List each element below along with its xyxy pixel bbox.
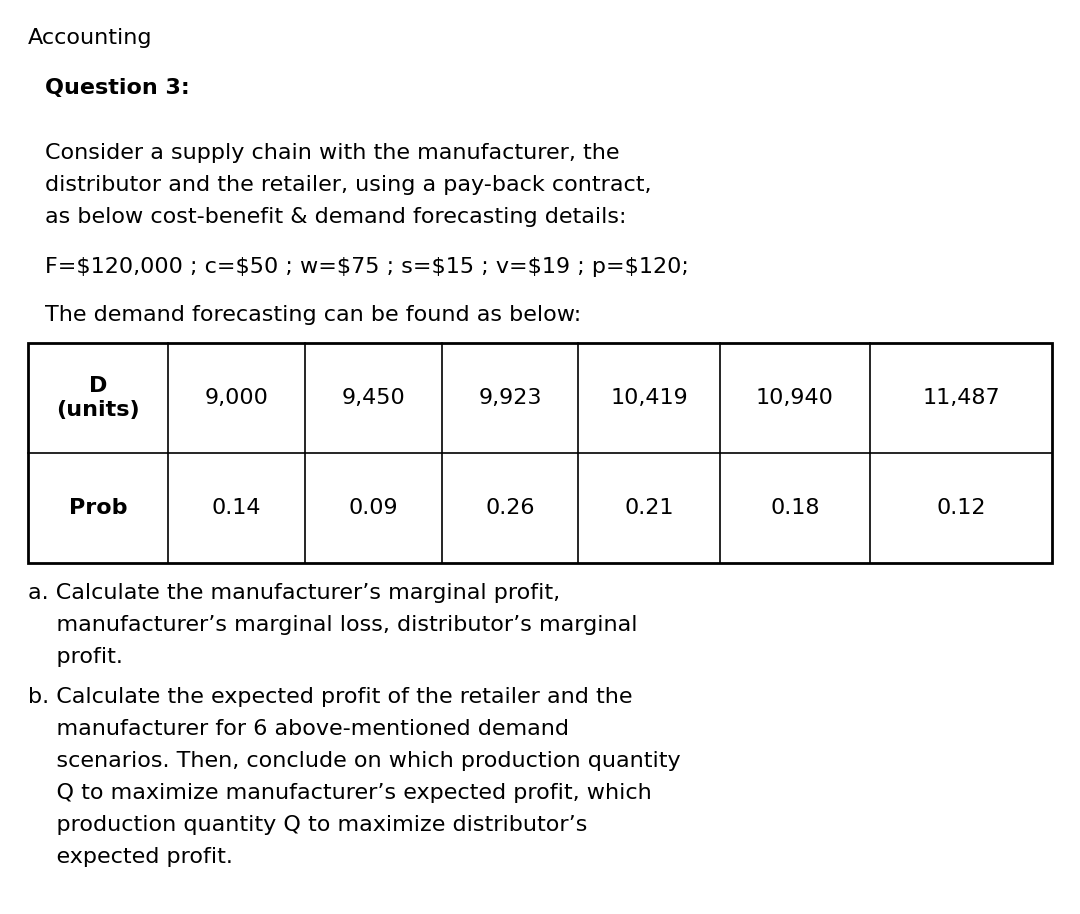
Text: profit.: profit.: [28, 647, 123, 667]
Text: 9,000: 9,000: [204, 388, 269, 408]
Text: manufacturer for 6 above-mentioned demand: manufacturer for 6 above-mentioned deman…: [28, 719, 569, 739]
Text: Consider a supply chain with the manufacturer, the: Consider a supply chain with the manufac…: [45, 143, 620, 163]
Text: Q to maximize manufacturer’s expected profit, which: Q to maximize manufacturer’s expected pr…: [28, 783, 651, 803]
Text: 0.14: 0.14: [212, 498, 261, 518]
Text: Question 3:: Question 3:: [45, 78, 190, 98]
Text: F=$120,000 ; c=$50 ; w=$75 ; s=$15 ; v=$19 ; p=$120;: F=$120,000 ; c=$50 ; w=$75 ; s=$15 ; v=$…: [45, 257, 689, 277]
Text: 0.09: 0.09: [349, 498, 399, 518]
Text: b. Calculate the expected profit of the retailer and the: b. Calculate the expected profit of the …: [28, 687, 633, 707]
Text: a. Calculate the manufacturer’s marginal profit,: a. Calculate the manufacturer’s marginal…: [28, 583, 561, 603]
Text: production quantity Q to maximize distributor’s: production quantity Q to maximize distri…: [28, 815, 588, 835]
Text: 0.21: 0.21: [624, 498, 674, 518]
Text: 0.18: 0.18: [770, 498, 820, 518]
Text: Prob: Prob: [69, 498, 127, 518]
Text: manufacturer’s marginal loss, distributor’s marginal: manufacturer’s marginal loss, distributo…: [28, 615, 637, 635]
Text: Accounting: Accounting: [28, 28, 152, 48]
Text: 10,419: 10,419: [610, 388, 688, 408]
Text: The demand forecasting can be found as below:: The demand forecasting can be found as b…: [45, 305, 581, 325]
Text: 10,940: 10,940: [756, 388, 834, 408]
Text: D
(units): D (units): [56, 376, 139, 420]
Text: distributor and the retailer, using a pay-back contract,: distributor and the retailer, using a pa…: [45, 175, 651, 195]
Text: 0.26: 0.26: [485, 498, 535, 518]
Text: as below cost-benefit & demand forecasting details:: as below cost-benefit & demand forecasti…: [45, 207, 626, 227]
Text: 0.12: 0.12: [936, 498, 986, 518]
Text: 11,487: 11,487: [922, 388, 1000, 408]
Text: 9,923: 9,923: [478, 388, 542, 408]
Text: 9,450: 9,450: [341, 388, 405, 408]
Text: scenarios. Then, conclude on which production quantity: scenarios. Then, conclude on which produ…: [28, 751, 680, 771]
Text: expected profit.: expected profit.: [28, 847, 233, 867]
